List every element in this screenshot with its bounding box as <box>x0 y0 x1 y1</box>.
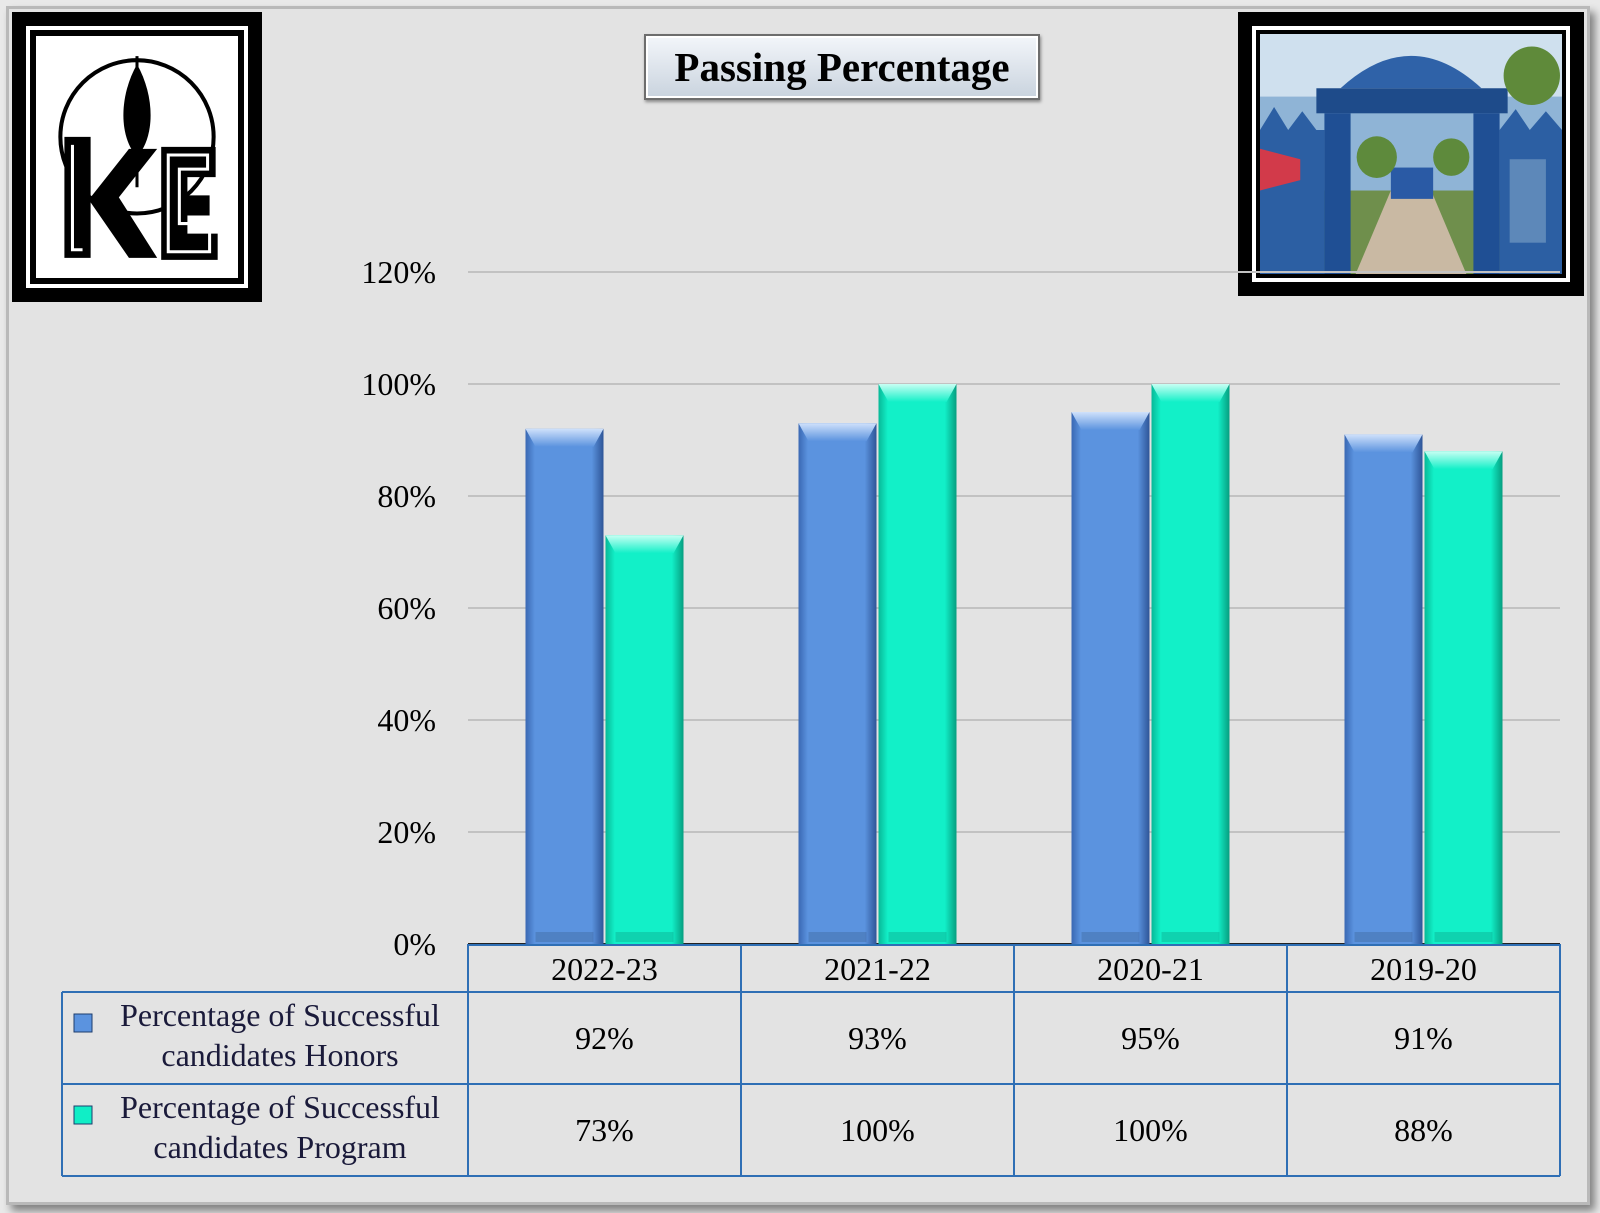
bar-honors-2020-21 <box>1071 412 1150 944</box>
x-tick-label: 2020-21 <box>1097 951 1204 987</box>
bar-base-bevel <box>1434 932 1493 942</box>
bar-base-bevel <box>1081 932 1140 942</box>
bar-bevel <box>1151 384 1230 402</box>
bar-base-bevel <box>1354 932 1413 942</box>
college-gate-photo <box>1238 12 1584 296</box>
data-label: 91% <box>1394 1020 1453 1056</box>
bar-base-bevel <box>808 932 867 942</box>
y-tick-label: 100% <box>361 366 436 402</box>
bar-body <box>605 535 684 944</box>
bar-bevel <box>1344 434 1423 453</box>
legend-label: Percentage of Successful <box>120 997 440 1033</box>
y-tick-label: 20% <box>377 814 436 850</box>
bar-program-2020-21 <box>1151 384 1230 944</box>
data-label: 100% <box>1113 1112 1188 1148</box>
data-label: 93% <box>848 1020 907 1056</box>
x-tick-label: 2021-22 <box>824 951 931 987</box>
legend-label: Percentage of Successful <box>120 1089 440 1125</box>
college-logo-icon <box>36 36 238 278</box>
y-tick-label: 60% <box>377 590 436 626</box>
data-label: 73% <box>575 1112 634 1148</box>
bar-bevel <box>605 535 684 554</box>
bar-body <box>525 428 604 944</box>
data-label: 100% <box>840 1112 915 1148</box>
bar-honors-2022-23 <box>525 428 604 944</box>
college-logo <box>12 12 262 302</box>
x-tick-label: 2022-23 <box>551 951 658 987</box>
bar-body <box>1071 412 1150 944</box>
legend-swatch-honors <box>73 1013 93 1033</box>
bar-body <box>878 384 957 944</box>
legend-swatch-program <box>73 1105 93 1125</box>
college-gate-photo-image <box>1260 34 1562 274</box>
bar-bevel <box>1071 412 1150 430</box>
bar-body <box>798 423 877 944</box>
bar-body <box>1151 384 1230 944</box>
data-label: 88% <box>1394 1112 1453 1148</box>
data-label: 95% <box>1121 1020 1180 1056</box>
legend-label: candidates Program <box>153 1129 406 1165</box>
bar-base-bevel <box>535 932 594 942</box>
bar-program-2019-20 <box>1424 451 1503 944</box>
bar-body <box>1344 434 1423 944</box>
legend-label: candidates Honors <box>161 1037 398 1073</box>
bar-base-bevel <box>615 932 674 942</box>
bar-bevel <box>525 428 604 447</box>
bar-honors-2019-20 <box>1344 434 1423 944</box>
y-tick-label: 80% <box>377 478 436 514</box>
y-tick-label: 120% <box>361 254 436 290</box>
bar-base-bevel <box>1161 932 1220 942</box>
chart-title: Passing Percentage <box>644 34 1040 100</box>
data-label: 92% <box>575 1020 634 1056</box>
bar-program-2021-22 <box>878 384 957 944</box>
bar-body <box>1424 451 1503 944</box>
y-tick-label: 0% <box>393 926 436 962</box>
y-tick-label: 40% <box>377 702 436 738</box>
bar-honors-2021-22 <box>798 423 877 944</box>
bar-bevel <box>798 423 877 442</box>
bar-bevel <box>878 384 957 402</box>
bar-program-2022-23 <box>605 535 684 944</box>
bar-bevel <box>1424 451 1503 470</box>
bar-base-bevel <box>888 932 947 942</box>
x-tick-label: 2019-20 <box>1370 951 1477 987</box>
